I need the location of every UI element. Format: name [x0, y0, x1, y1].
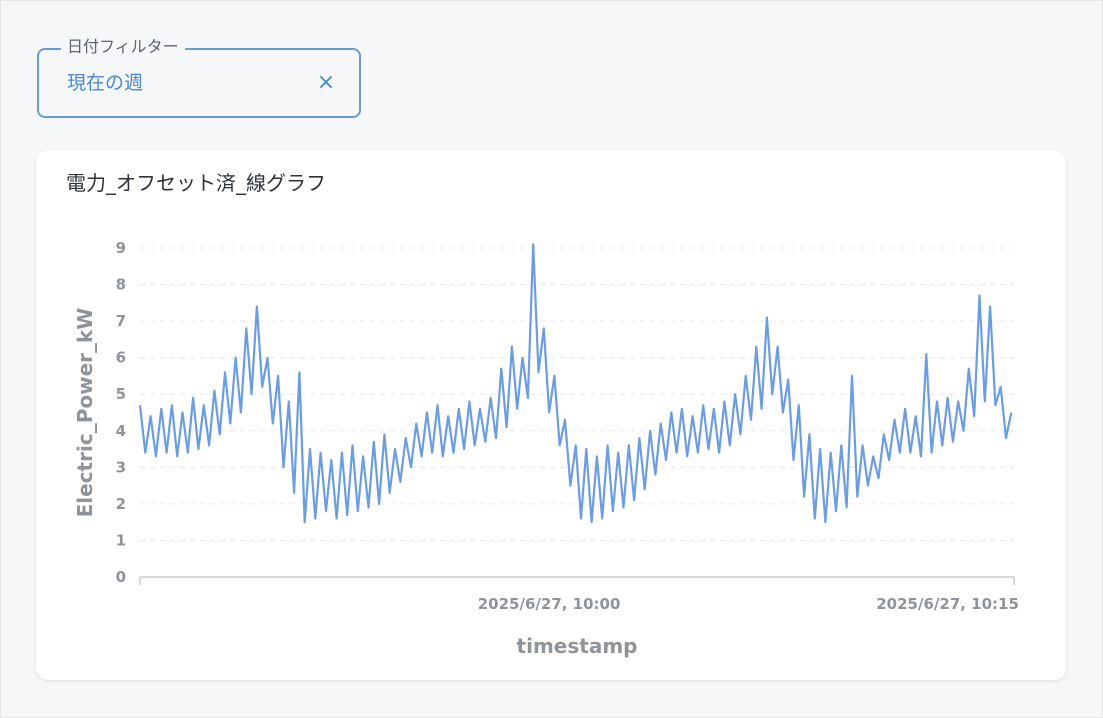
chart-title: 電力_オフセット済_線グラフ: [66, 171, 326, 195]
y-tick-label: 9: [116, 239, 126, 257]
date-filter-label: 日付フィルター: [61, 36, 185, 58]
y-tick-label: 7: [116, 312, 126, 330]
y-tick-label: 4: [116, 422, 126, 440]
y-tick-label: 3: [116, 458, 126, 476]
y-tick-label: 8: [116, 276, 126, 294]
y-axis-ticks: 0 1 2 3 4 5 6 7 8 9: [116, 239, 126, 586]
x-axis-ticks: 2025/6/27, 10:00 2025/6/27, 10:15: [139, 577, 1019, 613]
y-tick-label: 1: [116, 531, 126, 549]
y-tick-label: 2: [116, 495, 126, 513]
y-tick-label: 0: [116, 568, 126, 586]
chart-card: 電力_オフセット済_線グラフ 0 1 2 3 4 5 6 7 8 9 2025/6/27, 10:…: [36, 150, 1066, 680]
y-axis-title: Electric_Power_kW: [73, 308, 97, 518]
y-tick-label: 5: [116, 385, 126, 403]
series-line-electric-power: [138, 243, 1013, 524]
y-tick-label: 6: [116, 349, 126, 367]
date-filter-value[interactable]: 現在の週: [67, 72, 144, 94]
clear-filter-icon[interactable]: ×: [316, 70, 336, 95]
x-tick-label: 2025/6/27, 10:00: [478, 595, 621, 613]
x-tick-label: 2025/6/27, 10:15: [876, 595, 1019, 613]
x-axis-title: timestamp: [517, 634, 638, 658]
date-filter[interactable]: 日付フィルター 現在の週 ×: [37, 36, 361, 118]
